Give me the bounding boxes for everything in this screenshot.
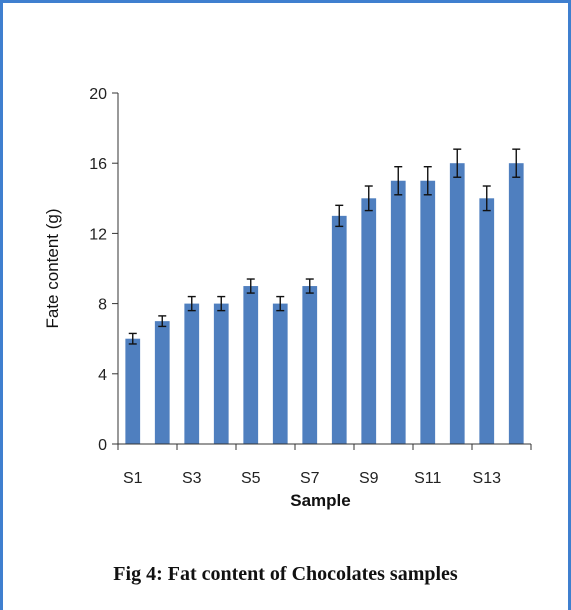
y-axis-ticks: 0 4 8 12 16 20 <box>89 86 118 454</box>
bar-s12 <box>449 163 465 444</box>
bar-s14 <box>508 163 524 444</box>
y-tick-label: 8 <box>98 297 107 314</box>
bar-s1 <box>125 338 141 444</box>
bar-s9 <box>361 198 377 444</box>
y-axis-label: Fate content (g) <box>43 208 62 328</box>
x-axis-ticks: S1 S3 S5 S7 S9 S11 S13 <box>117 444 532 487</box>
x-tick-label: S3 <box>182 470 202 487</box>
error-bar-s7 <box>305 278 314 294</box>
bar-s6 <box>272 303 288 444</box>
figure-caption: Fig 4: Fat content of Chocolates samples <box>113 563 458 585</box>
y-tick-label: 20 <box>89 86 107 103</box>
x-tick-label: S9 <box>359 470 379 487</box>
error-bar-s2 <box>158 315 167 328</box>
bar-s5 <box>243 286 259 444</box>
y-tick-label: 12 <box>89 226 107 243</box>
x-axis-label: Sample <box>290 491 350 510</box>
bar-chart: 0 4 8 12 16 20 S1 S3 S5 S7 S9 S11 S13 Fate content … <box>43 86 532 510</box>
error-bar-s9 <box>364 185 373 212</box>
bars <box>125 163 524 444</box>
error-bar-s14 <box>512 148 521 178</box>
x-tick-label: S5 <box>241 470 261 487</box>
y-tick-label: 0 <box>98 437 107 454</box>
error-bar-s11 <box>423 166 432 196</box>
y-tick-label: 16 <box>89 156 107 173</box>
x-tick-label: S13 <box>473 470 502 487</box>
error-bar-s12 <box>453 148 462 178</box>
bar-s2 <box>154 321 170 444</box>
x-tick-label: S1 <box>123 470 143 487</box>
bar-s3 <box>184 303 200 444</box>
error-bar-s3 <box>187 295 196 312</box>
error-bar-s4 <box>217 295 226 312</box>
error-bar-s10 <box>394 166 403 196</box>
bar-s11 <box>420 180 436 444</box>
error-bar-s8 <box>335 204 344 228</box>
bar-s13 <box>479 198 495 444</box>
error-bar-s6 <box>276 295 285 312</box>
error-bar-s5 <box>246 278 255 294</box>
y-tick-label: 4 <box>98 367 107 384</box>
x-tick-label: S7 <box>300 470 320 487</box>
error-bars <box>128 148 521 345</box>
error-bar-s13 <box>482 185 491 212</box>
x-tick-label: S11 <box>414 470 441 487</box>
bar-s8 <box>331 215 347 444</box>
bar-s7 <box>302 286 318 444</box>
error-bar-s1 <box>128 332 137 345</box>
bar-s10 <box>390 180 406 444</box>
bar-s4 <box>213 303 229 444</box>
